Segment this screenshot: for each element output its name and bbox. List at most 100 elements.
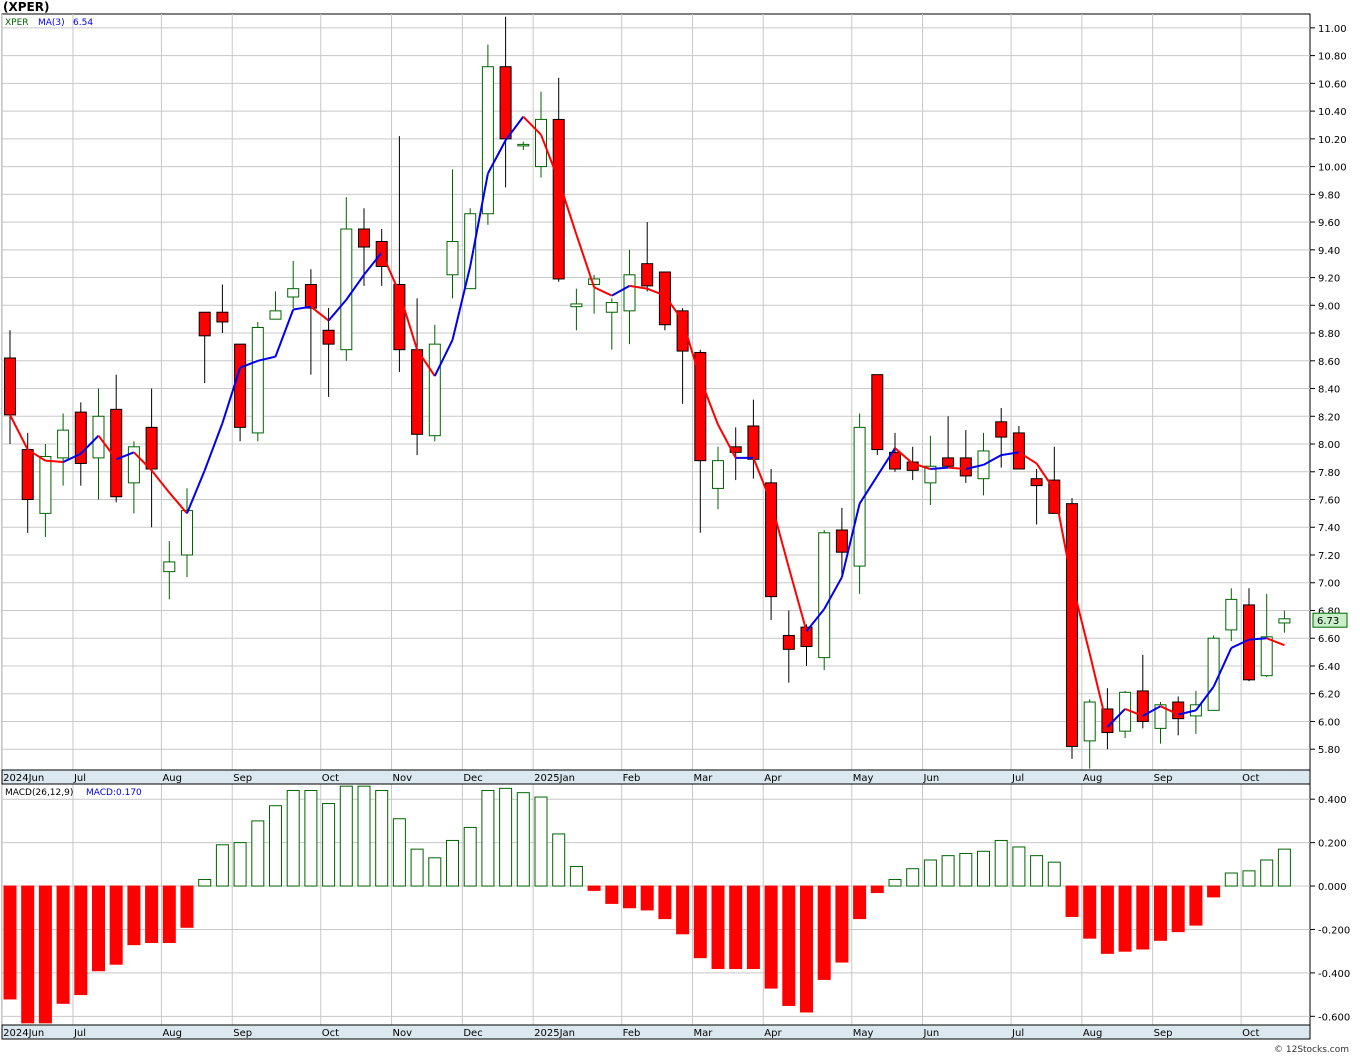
ma-segment <box>540 134 560 181</box>
candle-body <box>995 421 1008 438</box>
price-tick-label: 7.80 <box>1318 468 1340 479</box>
macd-legend-label: MACD(26,12,9) <box>5 788 73 798</box>
price-tick-label: 10.60 <box>1318 79 1347 90</box>
ma-segment <box>345 274 365 301</box>
date-axis-label: Apr <box>764 1028 782 1039</box>
last-price-tag-label: 6.73 <box>1317 616 1339 627</box>
macd-bar <box>1189 885 1203 926</box>
macd-bar <box>304 790 318 887</box>
ma-segment <box>876 447 896 477</box>
candle <box>1012 425 1025 470</box>
macd-bar <box>286 790 300 887</box>
ma-segment <box>840 503 861 578</box>
ma-segment <box>469 173 489 267</box>
ma-segment <box>593 286 613 297</box>
macd-bar <box>1065 885 1079 917</box>
candle <box>924 435 937 506</box>
price-tick-label: 7.40 <box>1318 523 1340 534</box>
macd-bar <box>835 885 849 963</box>
macd-bar <box>375 790 389 887</box>
candle-body <box>251 326 264 434</box>
macd-bar <box>587 885 601 891</box>
macd-bar <box>392 818 406 887</box>
ma-segment <box>97 435 117 460</box>
macd-bar <box>481 790 495 887</box>
macd-bar <box>923 859 937 887</box>
candle-body <box>747 425 760 460</box>
candle <box>782 610 795 683</box>
ma-segment <box>858 475 879 505</box>
macd-bar <box>180 885 194 928</box>
macd-bar <box>38 885 52 1024</box>
candle-body <box>428 343 441 437</box>
candle <box>1030 468 1043 525</box>
macd-bar <box>56 885 70 1004</box>
date-axis-label: Sep <box>1154 1028 1173 1039</box>
candle-body <box>535 118 547 168</box>
candle-body <box>1172 701 1185 720</box>
price-legend-ma: MA(3) <box>38 18 65 28</box>
ma-segment <box>416 349 436 377</box>
price-tick-label: 7.20 <box>1318 551 1340 562</box>
candle-body <box>765 482 778 598</box>
candle-body <box>322 329 335 345</box>
date-axis-label: Dec <box>463 773 482 784</box>
macd-bar <box>127 885 141 946</box>
candle <box>393 136 406 372</box>
ma-segment <box>1212 647 1233 688</box>
candle-body <box>481 66 494 215</box>
price-tick-label: 6.80 <box>1318 606 1340 617</box>
macd-bar <box>605 885 619 904</box>
ma-segment <box>45 459 64 464</box>
macd-bar <box>534 796 548 887</box>
macd-bar <box>215 844 229 887</box>
candle <box>57 413 70 486</box>
date-axis-label: Nov <box>393 1028 413 1039</box>
date-axis-bar <box>1 1024 1311 1040</box>
ma-segment <box>965 463 984 470</box>
candle-body <box>871 374 884 451</box>
macd-bar <box>109 885 123 965</box>
candle-body <box>411 349 424 435</box>
date-axis-label: Aug <box>1083 773 1103 784</box>
macd-bar <box>251 820 265 887</box>
candle <box>871 374 884 456</box>
candle <box>1066 498 1078 759</box>
macd-bar <box>569 866 583 887</box>
ma-segment <box>894 447 914 465</box>
macd-bar <box>410 848 424 887</box>
macd-bar <box>1207 885 1221 898</box>
macd-bar <box>977 850 990 887</box>
ma-segment <box>221 367 242 424</box>
last-price-tag <box>1312 612 1348 628</box>
macd-bar <box>782 885 796 1006</box>
candle <box>446 169 459 299</box>
candle <box>1119 690 1132 739</box>
macd-bar <box>499 787 513 887</box>
macd-bar <box>339 785 353 887</box>
macd-bar <box>233 842 247 887</box>
macd-bar <box>906 868 920 887</box>
ma-segment <box>257 355 276 362</box>
candle <box>818 530 831 671</box>
macd-bar <box>269 805 282 887</box>
date-axis-label: May <box>853 1028 874 1039</box>
macd-bar <box>1260 859 1274 887</box>
date-axis-label: Jul <box>1011 773 1024 784</box>
candle <box>712 446 724 510</box>
ma-segment <box>681 320 702 380</box>
candle-body <box>1225 598 1238 631</box>
candle <box>1225 588 1238 641</box>
candle-body <box>198 311 211 337</box>
date-axis-label: Aug <box>162 1028 182 1039</box>
ma-segment <box>646 287 666 297</box>
macd-bar <box>74 885 88 996</box>
price-tick-label: 6.00 <box>1318 717 1340 728</box>
date-axis-label: Jul <box>73 773 86 784</box>
macd-bar <box>1030 855 1044 887</box>
candle-body <box>959 457 972 477</box>
price-tick-label: 10.20 <box>1318 135 1347 146</box>
candle-body <box>21 449 34 501</box>
price-tick-label: 10.40 <box>1318 107 1347 118</box>
